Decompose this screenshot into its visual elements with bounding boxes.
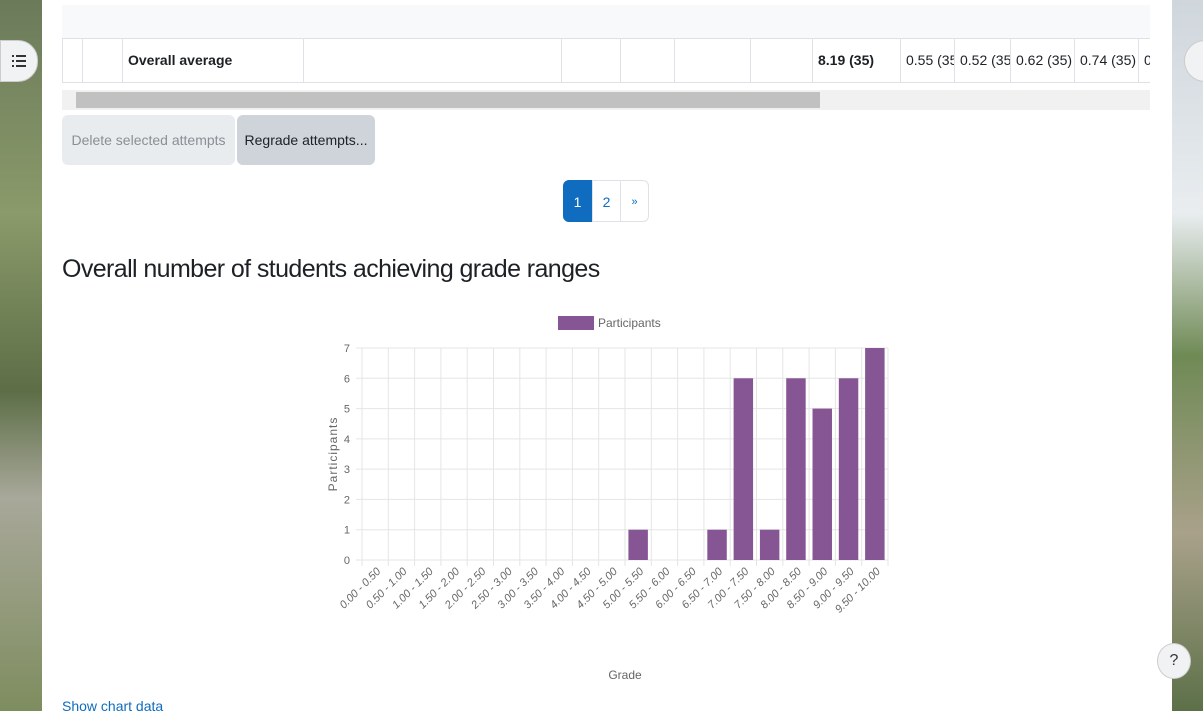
- chart: 01234567ParticipantsGrade0.00 - 0.500.50…: [0, 0, 1203, 711]
- y-tick-label: 5: [344, 404, 350, 416]
- legend-label: Participants: [598, 316, 661, 330]
- y-tick-label: 7: [344, 343, 350, 355]
- bar: [865, 348, 884, 560]
- bar: [786, 378, 805, 560]
- y-tick-label: 3: [344, 464, 350, 476]
- y-tick-label: 4: [344, 434, 350, 446]
- help-button[interactable]: ?: [1157, 643, 1191, 679]
- bar: [839, 378, 858, 560]
- y-tick-label: 1: [344, 525, 350, 537]
- y-axis-label: Participants: [326, 417, 340, 492]
- y-tick-label: 0: [344, 555, 350, 567]
- bar: [760, 530, 779, 560]
- y-tick-label: 6: [344, 373, 350, 385]
- bar: [734, 378, 753, 560]
- page: Overall average8.19 (35)0.55 (35)0.52 (3…: [0, 0, 1203, 711]
- bar: [813, 409, 832, 560]
- x-axis-label: Grade: [608, 668, 642, 682]
- bar: [628, 530, 647, 560]
- show-chart-data-link[interactable]: Show chart data: [62, 698, 163, 714]
- legend-swatch: [558, 316, 594, 330]
- y-tick-label: 2: [344, 494, 350, 506]
- bar: [707, 530, 726, 560]
